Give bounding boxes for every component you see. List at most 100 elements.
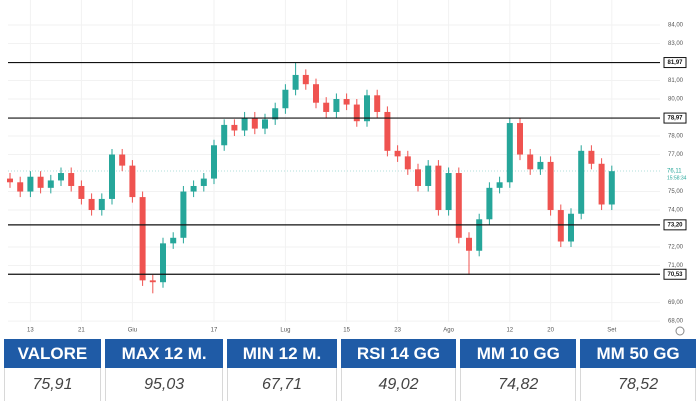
candle-body — [200, 178, 207, 186]
candle-body — [27, 176, 34, 192]
candle-body — [313, 84, 319, 103]
candle-body — [78, 185, 85, 199]
x-tick-label: 20 — [547, 328, 554, 334]
candle-body — [251, 117, 258, 129]
table-cell: 75,91 — [4, 368, 101, 401]
y-tick-label: 74,00 — [668, 208, 684, 214]
level-label-box — [663, 219, 687, 231]
x-tick-label: 23 — [394, 328, 401, 334]
x-tick-label: Ago — [443, 328, 454, 334]
candle-body — [364, 95, 370, 122]
y-tick-label: 71,00 — [668, 263, 684, 269]
level-label: 70,53 — [667, 272, 683, 278]
table-cell: 78,52 — [580, 368, 696, 401]
candle-body — [527, 154, 534, 170]
candle-body — [88, 198, 95, 211]
level-label: 81,97 — [667, 60, 683, 66]
candle-body — [568, 213, 574, 242]
candle-body — [547, 161, 554, 211]
last-price-label: 76,11 — [667, 169, 682, 175]
candle-body — [415, 169, 421, 186]
candle-body — [466, 237, 472, 251]
column-header: MIN 12 M. — [227, 339, 337, 368]
table-cell: 74,82 — [460, 368, 577, 401]
column-header: MM 50 GG — [580, 339, 696, 368]
candle-body — [496, 182, 503, 188]
level-label: 78,97 — [667, 116, 683, 122]
table-cell: 49,02 — [340, 368, 457, 401]
price-tag-box — [664, 165, 688, 183]
candle-body — [384, 111, 391, 151]
candle-body — [425, 165, 432, 186]
x-tick-label: Lug — [280, 328, 290, 334]
candle-body — [129, 165, 136, 198]
x-tick-label: 15 — [343, 328, 350, 334]
candle-body — [58, 173, 64, 181]
candle-body — [98, 198, 105, 211]
y-tick-label: 72,00 — [668, 245, 684, 251]
level-label-box — [663, 112, 687, 124]
candle-body — [608, 171, 615, 205]
candle-body — [588, 150, 595, 164]
header-row: VALORE MAX 12 M. MIN 12 M. RSI 14 GG MM 10 G… — [4, 339, 696, 368]
column-header: MM 10 GG — [460, 339, 577, 368]
candle-body — [353, 104, 360, 122]
table-cell: 67,71 — [227, 368, 337, 401]
candle-body — [37, 176, 44, 188]
level-label-box — [663, 268, 687, 280]
candle-body — [323, 102, 330, 112]
candle-body — [598, 163, 605, 205]
candle-body — [47, 180, 54, 188]
candle-body — [445, 173, 452, 211]
candle-body — [241, 117, 248, 131]
candle-body — [343, 99, 350, 105]
column-header: VALORE — [4, 339, 101, 368]
candle-body — [506, 123, 513, 183]
candle-body — [160, 243, 166, 283]
y-tick-label: 68,00 — [668, 319, 684, 325]
candle-body — [272, 108, 279, 120]
y-tick-label: 69,00 — [668, 300, 684, 306]
y-tick-label: 78,00 — [668, 134, 684, 140]
candle-body — [231, 124, 238, 131]
candle-body — [404, 156, 411, 170]
candle-body — [486, 187, 493, 220]
candle-body — [292, 74, 299, 90]
y-tick-label: 83,00 — [668, 41, 684, 47]
candle-body — [221, 124, 228, 146]
y-tick-label: 81,00 — [668, 78, 684, 84]
candle-body — [149, 280, 156, 283]
candle-body — [333, 99, 340, 112]
candle-body — [190, 185, 197, 192]
candle-body — [578, 150, 585, 214]
candle-body — [109, 154, 115, 199]
table-cell: 95,03 — [104, 368, 224, 401]
settings-icon[interactable] — [675, 326, 685, 336]
column-header: MAX 12 M. — [104, 339, 224, 368]
y-tick-label: 75,00 — [668, 189, 684, 195]
candle-body — [282, 89, 289, 109]
candle-body — [211, 145, 217, 179]
candle-body — [302, 74, 309, 85]
level-label: 73,20 — [667, 222, 683, 228]
x-tick-label: 12 — [506, 328, 513, 334]
chart: 84,00 83,00 81,00 80,00 78,00 77,00 75,00 74,00… — [7, 0, 688, 336]
candle-body — [7, 178, 13, 183]
x-tick-label: Set — [607, 328, 616, 334]
stats-table: VALORE MAX 12 M. MIN 12 M. RSI 14 GG MM 10 G… — [0, 339, 700, 401]
y-tick-label: 84,00 — [668, 23, 684, 29]
table-row: 75,91 95,03 67,71 49,02 74,82 78,52 — [4, 368, 696, 401]
candle-body — [17, 182, 24, 192]
candle-body — [557, 210, 564, 242]
candle-body — [537, 161, 544, 170]
candle-body — [139, 197, 146, 281]
x-tick-label: 13 — [27, 328, 34, 334]
x-tick-label: 21 — [78, 328, 85, 334]
candle-body — [517, 123, 523, 155]
candle-body — [435, 165, 442, 211]
candle-body — [455, 173, 462, 238]
candle-body — [394, 150, 401, 157]
level-label-box — [663, 57, 687, 69]
x-tick-label: 17 — [211, 328, 218, 334]
